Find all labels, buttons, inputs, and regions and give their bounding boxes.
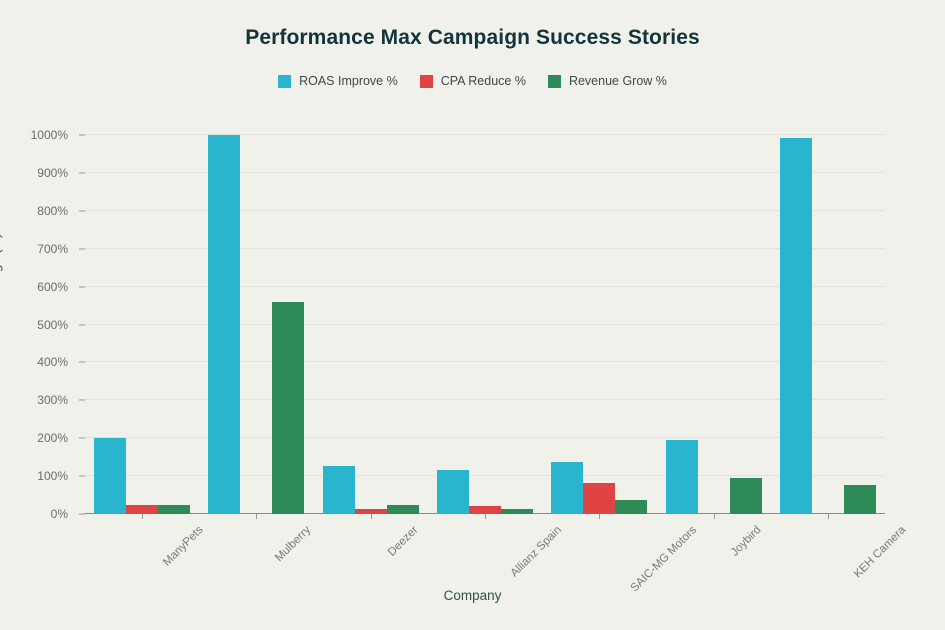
legend-item[interactable]: ROAS Improve % [278, 74, 398, 88]
bar-group [208, 135, 305, 514]
y-axis-tick-label: 0% [50, 507, 68, 521]
y-axis-tick-label: 900% [37, 165, 68, 180]
y-axis-tick-mark [79, 513, 85, 515]
y-axis-tick-mark [79, 324, 85, 325]
bar[interactable] [322, 465, 355, 514]
gridline [85, 247, 885, 249]
gridline [85, 399, 885, 401]
bar[interactable] [208, 135, 241, 514]
y-axis-tick-mark [79, 210, 85, 212]
legend-item[interactable]: CPA Reduce % [419, 74, 526, 88]
gridline [85, 437, 885, 439]
legend-swatch-icon [547, 74, 561, 88]
bar[interactable] [469, 505, 501, 514]
bar[interactable] [354, 509, 387, 514]
bar[interactable] [272, 301, 305, 514]
gridline [85, 209, 885, 211]
y-axis-tick-mark [79, 172, 85, 174]
y-axis-tick-label: 400% [37, 355, 68, 370]
y-axis-tick-mark [79, 361, 85, 363]
bar[interactable] [126, 504, 159, 514]
legend-label: ROAS Improve % [299, 74, 398, 88]
y-axis-tick-mark [79, 437, 85, 439]
x-axis-tick-label: Allianz Spain [508, 524, 564, 580]
x-axis-tick-mark [256, 514, 258, 519]
gridline [85, 171, 885, 173]
x-axis-tick-mark [142, 514, 144, 519]
gridline [85, 475, 885, 477]
bar[interactable] [386, 504, 419, 514]
y-axis-tick-label: 1000% [30, 128, 68, 142]
bar[interactable] [665, 440, 698, 514]
legend-swatch-icon [419, 74, 433, 88]
x-axis-title: Company [443, 588, 502, 603]
bar-group [94, 438, 191, 514]
y-axis-tick-labels: 0% 100% 200% 300% 400% 500% 600% 700% 800% 900% 10… [0, 128, 85, 521]
y-axis-tick-label: 800% [37, 203, 68, 218]
legend-item[interactable]: Revenue Grow % [547, 74, 667, 88]
x-axis-tick-mark [485, 514, 486, 519]
plot-area [85, 134, 885, 514]
legend-swatch-icon [278, 74, 292, 88]
bar[interactable] [729, 477, 762, 514]
legend-label: CPA Reduce % [440, 74, 526, 88]
bar[interactable] [843, 485, 876, 514]
chart-legend: ROAS Improve % CPA Reduce % Revenue Grow % [0, 74, 945, 88]
y-axis-tick-mark [79, 475, 85, 477]
bar[interactable] [779, 137, 812, 514]
y-axis-tick-mark [79, 134, 85, 136]
x-axis-tick-mark [599, 514, 601, 519]
x-axis-tick-labels: ManyPets Mulberry Deezer Allianz Spain SAIC-… [85, 514, 908, 624]
gridline [85, 361, 885, 363]
y-axis-tick-label: 600% [37, 279, 68, 294]
bar[interactable] [94, 438, 127, 514]
bar-group [665, 440, 762, 514]
gridline [85, 285, 885, 287]
x-axis-tick-label: ManyPets [161, 524, 206, 569]
gridline [85, 134, 885, 135]
y-axis-tick-label: 200% [37, 431, 68, 446]
x-axis-tick-mark [713, 514, 715, 519]
y-axis-tick-mark [79, 399, 85, 401]
x-axis-tick-label: Joybird [728, 524, 764, 559]
gridline [85, 323, 885, 325]
bar[interactable] [583, 482, 616, 514]
bar-group [437, 470, 533, 514]
bar-group [551, 462, 648, 514]
chart-title: Performance Max Campaign Success Stories [245, 26, 700, 49]
x-axis-tick-label: KEH Camera [851, 524, 909, 581]
y-axis-tick-label: 300% [37, 393, 68, 408]
x-axis-tick-mark [370, 514, 372, 519]
legend-label: Revenue Grow % [568, 74, 667, 88]
y-axis-tick-label: 500% [37, 317, 68, 332]
y-axis-tick-mark [79, 248, 85, 250]
x-axis-tick-mark [827, 514, 829, 519]
bar-group [322, 465, 419, 514]
y-axis-tick-label: 100% [37, 469, 68, 484]
bar-group [779, 137, 876, 514]
bar[interactable] [615, 499, 648, 514]
y-axis-tick-mark [79, 286, 85, 288]
bar[interactable] [158, 504, 191, 514]
bar[interactable] [551, 462, 584, 514]
x-axis-tick-label: SAIC-MG Motors [628, 524, 700, 595]
bar[interactable] [501, 508, 533, 514]
x-axis-tick-label: Deezer [385, 524, 421, 559]
bar[interactable] [437, 470, 469, 514]
y-axis-tick-label: 700% [37, 241, 68, 256]
x-axis-tick-label: Mulberry [273, 524, 314, 565]
